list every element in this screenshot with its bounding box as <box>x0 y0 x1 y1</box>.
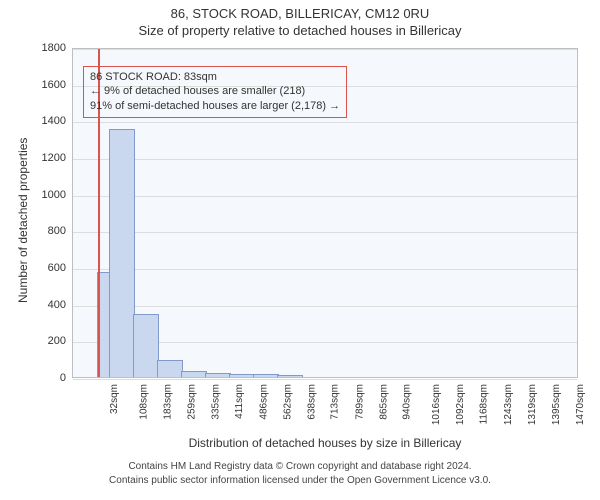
gridline <box>73 306 577 307</box>
x-tick-label: 562sqm <box>282 384 293 420</box>
histogram-bar <box>205 373 231 377</box>
y-tick-label: 1400 <box>26 115 66 127</box>
x-tick-label: 940sqm <box>402 384 413 420</box>
plot-area: 86 STOCK ROAD: 83sqm ← 9% of detached ho… <box>72 48 578 378</box>
histogram-bar <box>181 371 207 377</box>
x-tick-label: 1168sqm <box>479 384 490 424</box>
histogram-bar <box>253 374 279 377</box>
info-box-line2: ← 9% of detached houses are smaller (218… <box>90 84 340 99</box>
info-box-line3: 91% of semi-detached houses are larger (… <box>90 99 340 114</box>
y-tick-label: 800 <box>26 225 66 237</box>
x-tick-label: 865sqm <box>378 384 389 420</box>
y-tick-label: 1200 <box>26 152 66 164</box>
gridline <box>73 49 577 50</box>
x-tick-label: 411sqm <box>234 384 245 419</box>
y-tick-label: 600 <box>26 262 66 274</box>
x-tick-label: 1319sqm <box>527 384 538 425</box>
x-tick-label: 638sqm <box>306 384 317 420</box>
x-tick-label: 335sqm <box>211 384 222 420</box>
x-axis-label: Distribution of detached houses by size … <box>72 436 578 450</box>
histogram-bar <box>277 375 303 377</box>
footer: Contains HM Land Registry data © Crown c… <box>0 460 600 487</box>
footer-line2: Contains public sector information licen… <box>0 474 600 488</box>
y-tick-label: 0 <box>26 372 66 384</box>
gridline <box>73 379 577 380</box>
y-tick-label: 400 <box>26 299 66 311</box>
x-tick-label: 108sqm <box>139 384 150 420</box>
info-box-line1: 86 STOCK ROAD: 83sqm <box>90 70 340 85</box>
histogram-bar <box>133 314 159 377</box>
gridline <box>73 159 577 160</box>
histogram-bar <box>157 360 183 378</box>
y-tick-label: 1800 <box>26 42 66 54</box>
x-tick-label: 259sqm <box>186 384 197 420</box>
y-tick-label: 1000 <box>26 189 66 201</box>
footer-line1: Contains HM Land Registry data © Crown c… <box>0 460 600 474</box>
gridline <box>73 196 577 197</box>
x-tick-label: 713sqm <box>330 384 341 420</box>
x-tick-label: 1470sqm <box>575 384 586 425</box>
histogram-bar <box>109 129 135 378</box>
x-tick-label: 1243sqm <box>503 384 514 425</box>
x-tick-label: 486sqm <box>258 384 269 420</box>
x-tick-label: 1092sqm <box>455 384 466 425</box>
y-tick-label: 1600 <box>26 79 66 91</box>
y-tick-label: 200 <box>26 335 66 347</box>
x-tick-label: 183sqm <box>162 384 173 420</box>
gridline <box>73 232 577 233</box>
gridline <box>73 269 577 270</box>
chart-subtitle: Size of property relative to detached ho… <box>0 21 600 38</box>
x-tick-label: 1395sqm <box>551 384 562 425</box>
x-tick-label: 32sqm <box>109 384 120 414</box>
info-box: 86 STOCK ROAD: 83sqm ← 9% of detached ho… <box>83 66 347 119</box>
chart-title: 86, STOCK ROAD, BILLERICAY, CM12 0RU <box>0 0 600 21</box>
gridline <box>73 122 577 123</box>
x-tick-label: 789sqm <box>354 384 365 420</box>
histogram-bar <box>229 374 255 377</box>
chart-container: 86, STOCK ROAD, BILLERICAY, CM12 0RU Siz… <box>0 0 600 500</box>
x-tick-label: 1016sqm <box>431 384 442 425</box>
